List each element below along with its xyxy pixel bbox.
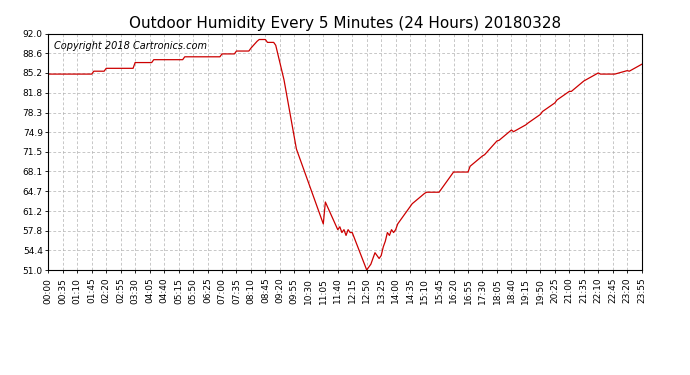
Title: Outdoor Humidity Every 5 Minutes (24 Hours) 20180328: Outdoor Humidity Every 5 Minutes (24 Hou… [129, 16, 561, 31]
Text: Copyright 2018 Cartronics.com: Copyright 2018 Cartronics.com [55, 41, 207, 51]
